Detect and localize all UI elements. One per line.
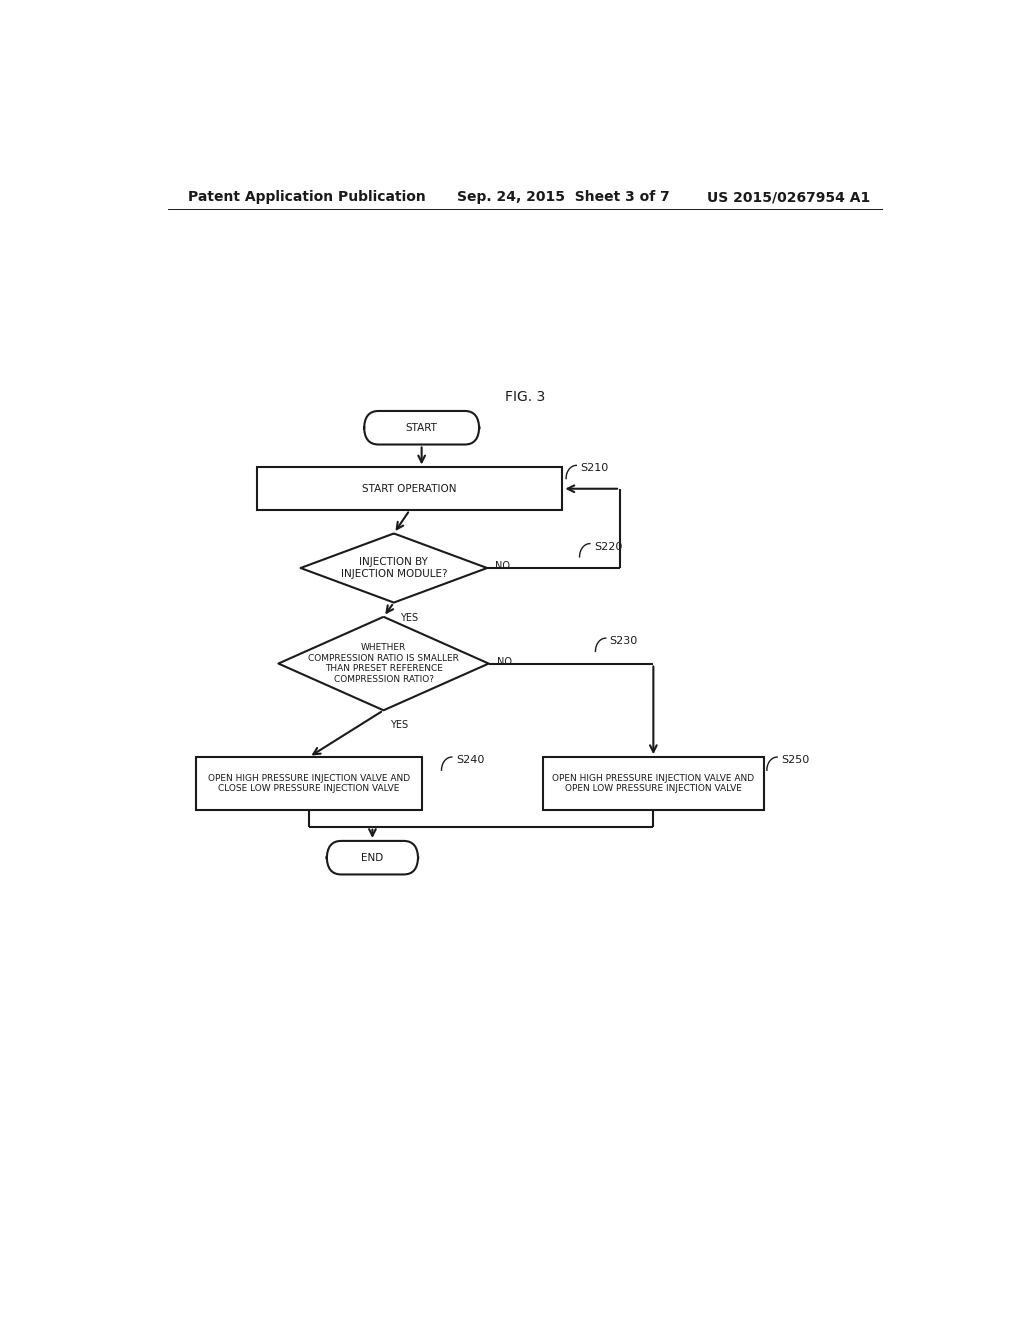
Text: S220: S220 <box>594 541 623 552</box>
FancyBboxPatch shape <box>365 411 479 445</box>
Text: S250: S250 <box>781 755 809 766</box>
Text: NO: NO <box>495 561 510 572</box>
Text: Sep. 24, 2015  Sheet 3 of 7: Sep. 24, 2015 Sheet 3 of 7 <box>458 190 670 205</box>
Text: FIG. 3: FIG. 3 <box>505 391 545 404</box>
Text: END: END <box>361 853 384 863</box>
Bar <box>196 758 422 810</box>
Text: INJECTION BY
INJECTION MODULE?: INJECTION BY INJECTION MODULE? <box>341 557 447 578</box>
Text: OPEN HIGH PRESSURE INJECTION VALVE AND
CLOSE LOW PRESSURE INJECTION VALVE: OPEN HIGH PRESSURE INJECTION VALVE AND C… <box>208 774 410 793</box>
Text: S230: S230 <box>609 636 638 647</box>
Text: WHETHER
COMPRESSION RATIO IS SMALLER
THAN PRESET REFERENCE
COMPRESSION RATIO?: WHETHER COMPRESSION RATIO IS SMALLER THA… <box>308 643 459 684</box>
Bar <box>257 467 562 510</box>
Bar <box>543 758 764 810</box>
Text: US 2015/0267954 A1: US 2015/0267954 A1 <box>708 190 870 205</box>
Text: START OPERATION: START OPERATION <box>362 483 457 494</box>
Text: Patent Application Publication: Patent Application Publication <box>187 190 425 205</box>
Text: YES: YES <box>390 721 408 730</box>
Text: NO: NO <box>497 656 512 667</box>
Text: YES: YES <box>400 612 419 623</box>
FancyBboxPatch shape <box>327 841 418 874</box>
Text: START: START <box>406 422 437 433</box>
Text: OPEN HIGH PRESSURE INJECTION VALVE AND
OPEN LOW PRESSURE INJECTION VALVE: OPEN HIGH PRESSURE INJECTION VALVE AND O… <box>552 774 755 793</box>
Text: S240: S240 <box>456 755 484 766</box>
Text: S210: S210 <box>581 463 608 474</box>
